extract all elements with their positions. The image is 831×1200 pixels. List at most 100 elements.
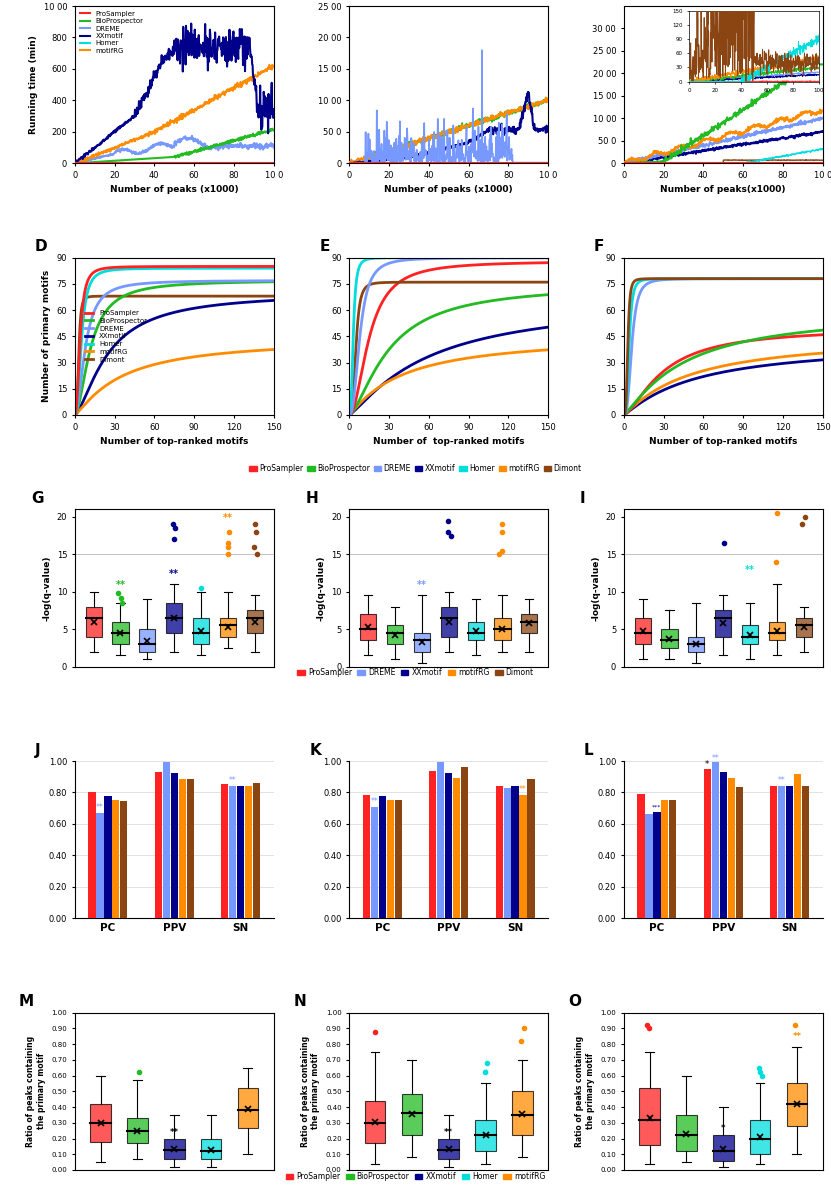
Y-axis label: Ratio of peaks containing
the primary motif: Ratio of peaks containing the primary mo… [301,1036,320,1147]
Legend: ProSampler, BioProspector, DREME, XXmotif, Homer, motifRG, Dimont: ProSampler, BioProspector, DREME, XXmoti… [246,461,585,476]
Bar [453,779,460,918]
Bar [637,794,645,918]
Bar [461,767,468,918]
Bar [127,1118,148,1144]
Text: B: B [319,0,331,2]
X-axis label: Number of peaks(x1000): Number of peaks(x1000) [661,186,786,194]
Bar [360,614,376,641]
Bar [728,778,735,918]
Text: **: ** [170,569,179,578]
Y-axis label: Ratio of peaks containing
the primary motif: Ratio of peaks containing the primary mo… [575,1036,595,1147]
X-axis label: Number of top-ranked motifs: Number of top-ranked motifs [100,437,248,446]
Bar [519,796,527,918]
Text: **: ** [229,776,237,785]
Text: *: * [721,1123,725,1133]
Legend: ProSampler, BioProspector, DREME, XXmotif, Homer, motifRG, Dimont: ProSampler, BioProspector, DREME, XXmoti… [82,307,150,365]
Bar [787,1084,807,1126]
Bar [794,774,801,918]
Bar [742,625,758,644]
Bar [163,762,170,918]
Bar [395,799,402,918]
Text: **: ** [170,1128,179,1138]
Bar [494,618,510,641]
Text: **: ** [519,785,527,794]
X-axis label: Number of  top-ranked motifs: Number of top-ranked motifs [373,437,524,446]
Text: E: E [319,239,330,254]
Bar [437,762,445,918]
Text: N: N [293,995,307,1009]
Bar [247,611,263,632]
Text: I: I [580,491,586,506]
Y-axis label: Number of primary motifs: Number of primary motifs [42,270,51,402]
Bar [796,618,812,637]
Text: *: * [706,760,710,769]
Text: **: ** [417,580,427,590]
Text: *: * [484,1069,488,1078]
Bar [786,786,793,918]
Text: L: L [584,743,593,757]
Bar [688,637,705,652]
Text: **: ** [96,803,104,811]
Text: G: G [31,491,43,506]
Bar [193,618,209,644]
Bar [371,808,378,918]
Text: O: O [568,995,581,1009]
Legend: ProSampler, BioProspector, XXmotif, Homer, motifRG: ProSampler, BioProspector, XXmotif, Home… [283,1169,548,1184]
Text: **: ** [223,512,233,522]
Bar [88,792,96,918]
Bar [414,632,430,652]
X-axis label: Number of top-ranked motifs: Number of top-ranked motifs [649,437,798,446]
Bar [386,800,394,918]
Legend: ProSampler, BioProspector, DREME, XXmotif, Homer, motifRG: ProSampler, BioProspector, DREME, XXmoti… [78,10,145,55]
Bar [713,1135,734,1160]
Bar [440,607,457,637]
Text: D: D [35,239,47,254]
Text: K: K [309,743,322,757]
Bar [120,800,127,918]
Y-axis label: -log(q-value): -log(q-value) [42,556,51,620]
Bar [715,611,731,637]
Text: J: J [35,743,41,757]
Bar [495,786,503,918]
Bar [179,779,186,918]
Bar [221,784,229,918]
Bar [639,1088,660,1145]
Bar [112,622,129,644]
Bar [379,796,386,918]
Bar [769,622,785,641]
Text: H: H [306,491,318,506]
Bar [704,768,711,918]
Text: ***: *** [652,804,661,810]
Text: M: M [19,995,34,1009]
Bar [155,773,162,918]
Bar [676,1115,696,1151]
Bar [778,786,785,918]
Bar [802,786,809,918]
Bar [86,607,101,637]
Bar [528,779,534,918]
Bar [201,1139,221,1159]
Bar [468,622,484,641]
Bar [365,1100,386,1144]
Bar [387,625,403,644]
X-axis label: Number of peaks (x1000): Number of peaks (x1000) [110,186,238,194]
Bar [430,770,436,918]
Bar [475,1120,496,1151]
Text: **: ** [711,754,719,762]
Bar [770,786,777,918]
Bar [439,1139,459,1159]
Bar [237,786,244,918]
Text: **: ** [116,580,125,590]
Bar [735,786,743,918]
Bar [512,1091,533,1135]
Bar [166,602,182,632]
Bar [635,618,651,644]
Bar [105,796,111,918]
Bar [220,618,236,637]
Bar [187,779,194,918]
Text: **: ** [778,776,785,785]
Bar [164,1139,184,1159]
Bar [238,1088,258,1128]
Bar [401,1094,422,1135]
Bar [661,629,677,648]
